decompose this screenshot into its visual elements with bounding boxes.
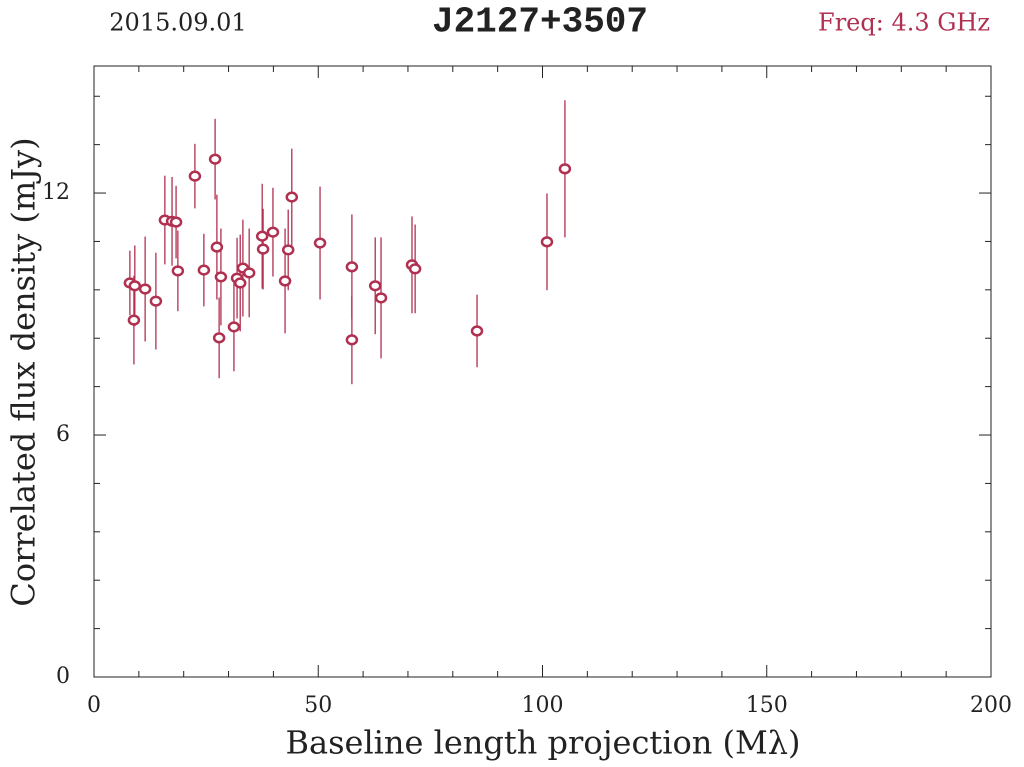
data-point bbox=[128, 280, 142, 292]
data-point bbox=[242, 267, 256, 279]
x-tick-label: 100 bbox=[522, 693, 564, 718]
data-point bbox=[210, 241, 224, 253]
data-point bbox=[278, 275, 292, 287]
x-tick-label: 50 bbox=[304, 693, 332, 718]
data-point bbox=[169, 216, 183, 228]
chart-title: J2127+3507 bbox=[432, 2, 648, 43]
data-point bbox=[374, 292, 388, 304]
frequency: Freq: 4.3 GHz bbox=[818, 9, 990, 37]
data-point bbox=[208, 153, 222, 165]
data-point bbox=[313, 237, 327, 249]
x-axis-label: Baseline length projection (Mλ) bbox=[285, 724, 800, 762]
data-point bbox=[233, 277, 247, 289]
x-tick-label: 150 bbox=[746, 693, 788, 718]
y-tick-label: 0 bbox=[56, 664, 70, 689]
data-point bbox=[368, 280, 382, 292]
data-point bbox=[138, 283, 152, 295]
data-point bbox=[558, 163, 572, 175]
data-point bbox=[266, 226, 280, 238]
data-point bbox=[227, 321, 241, 333]
data-point bbox=[470, 325, 484, 337]
data-point bbox=[214, 271, 228, 283]
data-point bbox=[281, 244, 295, 256]
data-point bbox=[188, 170, 202, 182]
data-point bbox=[197, 264, 211, 276]
data-point bbox=[127, 314, 141, 326]
data-point bbox=[285, 191, 299, 203]
plot-frame bbox=[93, 65, 992, 678]
y-tick-label: 12 bbox=[42, 180, 70, 205]
data-point bbox=[212, 332, 226, 344]
y-axis-label: Correlated flux density (mJy) bbox=[5, 137, 43, 606]
data-point bbox=[255, 230, 269, 242]
data-point bbox=[256, 243, 270, 255]
data-point bbox=[149, 295, 163, 307]
data-point bbox=[345, 261, 359, 273]
x-tick-label: 200 bbox=[970, 693, 1012, 718]
data-point bbox=[345, 334, 359, 346]
data-point bbox=[171, 265, 185, 277]
x-tick-label: 0 bbox=[87, 693, 101, 718]
data-point bbox=[408, 263, 422, 275]
data-point bbox=[540, 236, 554, 248]
y-tick-label: 6 bbox=[56, 422, 70, 447]
date: 2015.09.01 bbox=[109, 9, 246, 37]
